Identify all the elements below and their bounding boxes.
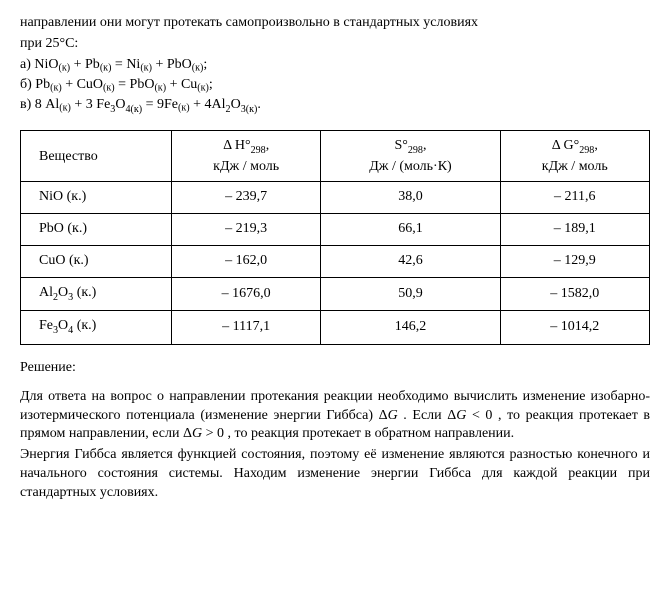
cell-s: 42,6 bbox=[321, 246, 500, 278]
intro-line-2: при 25°С: bbox=[20, 35, 650, 54]
table-row: Al2O3 (к.) – 1676,0 50,9 – 1582,0 bbox=[21, 277, 650, 310]
solution-p1: Для ответа на вопрос о направлении проте… bbox=[20, 388, 650, 445]
equation-b-body: Pb(к) + CuO(к) = PbO(к) + Cu(к); bbox=[35, 77, 213, 92]
cell-s: 38,0 bbox=[321, 182, 500, 214]
cell-dh: – 239,7 bbox=[171, 182, 320, 214]
cell-s: 50,9 bbox=[321, 277, 500, 310]
intro-line-1: направлении они могут протекать самопрои… bbox=[20, 14, 650, 33]
cell-substance: PbO (к.) bbox=[21, 214, 172, 246]
cell-substance: Al2O3 (к.) bbox=[21, 277, 172, 310]
cell-dh: – 1676,0 bbox=[171, 277, 320, 310]
table-row: NiO (к.) – 239,7 38,0 – 211,6 bbox=[21, 182, 650, 214]
cell-dh: – 219,3 bbox=[171, 214, 320, 246]
table-body: NiO (к.) – 239,7 38,0 – 211,6 PbO (к.) –… bbox=[21, 182, 650, 344]
cell-substance: Fe3O4 (к.) bbox=[21, 311, 172, 344]
th-delta-h: Δ H°298,кДж / моль bbox=[171, 131, 320, 182]
cell-substance: CuO (к.) bbox=[21, 246, 172, 278]
table-header-row: Вещество Δ H°298,кДж / моль S°298,Дж / (… bbox=[21, 131, 650, 182]
thermo-table: Вещество Δ H°298,кДж / моль S°298,Дж / (… bbox=[20, 130, 650, 344]
table-row: PbO (к.) – 219,3 66,1 – 189,1 bbox=[21, 214, 650, 246]
table-row: Fe3O4 (к.) – 1117,1 146,2 – 1014,2 bbox=[21, 311, 650, 344]
equation-c-body: 8 Al(к) + 3 Fe3O4(к) = 9Fe(к) + 4Al2O3(к… bbox=[35, 97, 261, 112]
solution-label: Решение: bbox=[20, 359, 650, 378]
cell-dg: – 211,6 bbox=[500, 182, 649, 214]
cell-s: 66,1 bbox=[321, 214, 500, 246]
equation-a-label: а) bbox=[20, 57, 34, 72]
cell-s: 146,2 bbox=[321, 311, 500, 344]
cell-dh: – 1117,1 bbox=[171, 311, 320, 344]
th-delta-g: Δ G°298,кДж / моль bbox=[500, 131, 649, 182]
th-substance: Вещество bbox=[21, 131, 172, 182]
equation-b-label: б) bbox=[20, 77, 35, 92]
cell-substance: NiO (к.) bbox=[21, 182, 172, 214]
cell-dg: – 189,1 bbox=[500, 214, 649, 246]
equation-c-label: в) bbox=[20, 97, 35, 112]
cell-dg: – 1582,0 bbox=[500, 277, 649, 310]
equation-b: б) Pb(к) + CuO(к) = PbO(к) + Cu(к); bbox=[20, 76, 650, 95]
cell-dg: – 129,9 bbox=[500, 246, 649, 278]
equation-a: а) NiO(к) + Pb(к) = Ni(к) + PbO(к); bbox=[20, 56, 650, 75]
equation-c: в) 8 Al(к) + 3 Fe3O4(к) = 9Fe(к) + 4Al2O… bbox=[20, 96, 650, 116]
solution-p2: Энергия Гиббса является функцией состоян… bbox=[20, 446, 650, 503]
cell-dg: – 1014,2 bbox=[500, 311, 649, 344]
cell-dh: – 162,0 bbox=[171, 246, 320, 278]
th-entropy: S°298,Дж / (моль·К) bbox=[321, 131, 500, 182]
table-row: CuO (к.) – 162,0 42,6 – 129,9 bbox=[21, 246, 650, 278]
equation-a-body: NiO(к) + Pb(к) = Ni(к) + PbO(к); bbox=[34, 57, 207, 72]
